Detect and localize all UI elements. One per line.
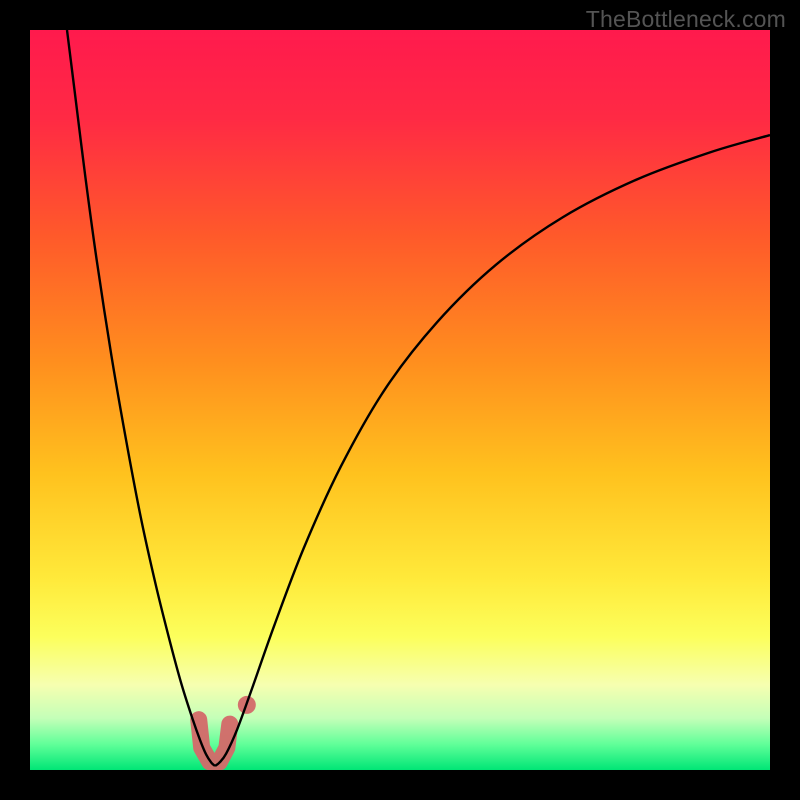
plot-area [30, 30, 770, 770]
chart-svg [30, 30, 770, 770]
watermark-label: TheBottleneck.com [586, 6, 786, 33]
outer-frame [0, 0, 800, 800]
curve-left [67, 30, 215, 766]
curve-right [215, 135, 770, 766]
